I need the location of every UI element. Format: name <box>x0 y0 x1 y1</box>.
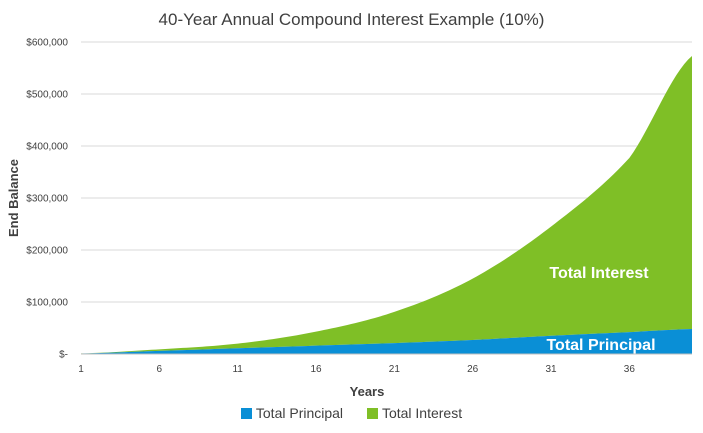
chart: $- $100,000 $200,000 $300,000 $400,000 $500,0… <box>6 38 692 399</box>
chart-title: 40-Year Annual Compound Interest Example… <box>158 10 545 29</box>
areas <box>81 56 692 355</box>
y-tick-label: $400,000 <box>26 142 68 153</box>
y-tick-label: $200,000 <box>26 246 68 257</box>
y-axis-title: End Balance <box>6 159 21 237</box>
area-total-principal <box>81 329 692 354</box>
legend-label-interest: Total Interest <box>381 405 463 421</box>
x-tick-label: 21 <box>389 364 401 375</box>
x-tick-label: 1 <box>78 364 84 375</box>
x-tick-label: 6 <box>157 364 163 375</box>
legend-swatch-interest <box>366 408 378 419</box>
area-label-total-interest: Total Interest <box>549 265 649 282</box>
y-axis-ticks: $- $100,000 $200,000 $300,000 $400,000 $500,0… <box>26 38 68 361</box>
x-tick-label: 11 <box>232 364 243 375</box>
x-tick-label: 26 <box>467 364 479 375</box>
x-tick-label: 36 <box>624 364 636 375</box>
legend-item-total-principal: Total Principal <box>240 405 344 421</box>
x-tick-label: 16 <box>310 364 322 375</box>
y-tick-label: $- <box>59 350 68 361</box>
legend: Total Principal Total Interest <box>0 405 703 421</box>
area-label-total-principal: Total Principal <box>546 337 655 354</box>
legend-swatch-principal <box>240 408 252 419</box>
y-tick-label: $100,000 <box>26 298 68 309</box>
y-tick-label: $600,000 <box>26 38 68 49</box>
x-axis-title: Years <box>350 384 385 399</box>
y-tick-label: $500,000 <box>26 90 68 101</box>
y-tick-label: $300,000 <box>26 194 68 205</box>
x-axis-ticks: 1 6 11 16 21 26 31 36 <box>78 364 635 375</box>
area-total-interest <box>81 56 692 354</box>
legend-item-total-interest: Total Interest <box>366 405 463 421</box>
x-tick-label: 31 <box>545 364 557 375</box>
legend-label-principal: Total Principal <box>255 405 344 421</box>
